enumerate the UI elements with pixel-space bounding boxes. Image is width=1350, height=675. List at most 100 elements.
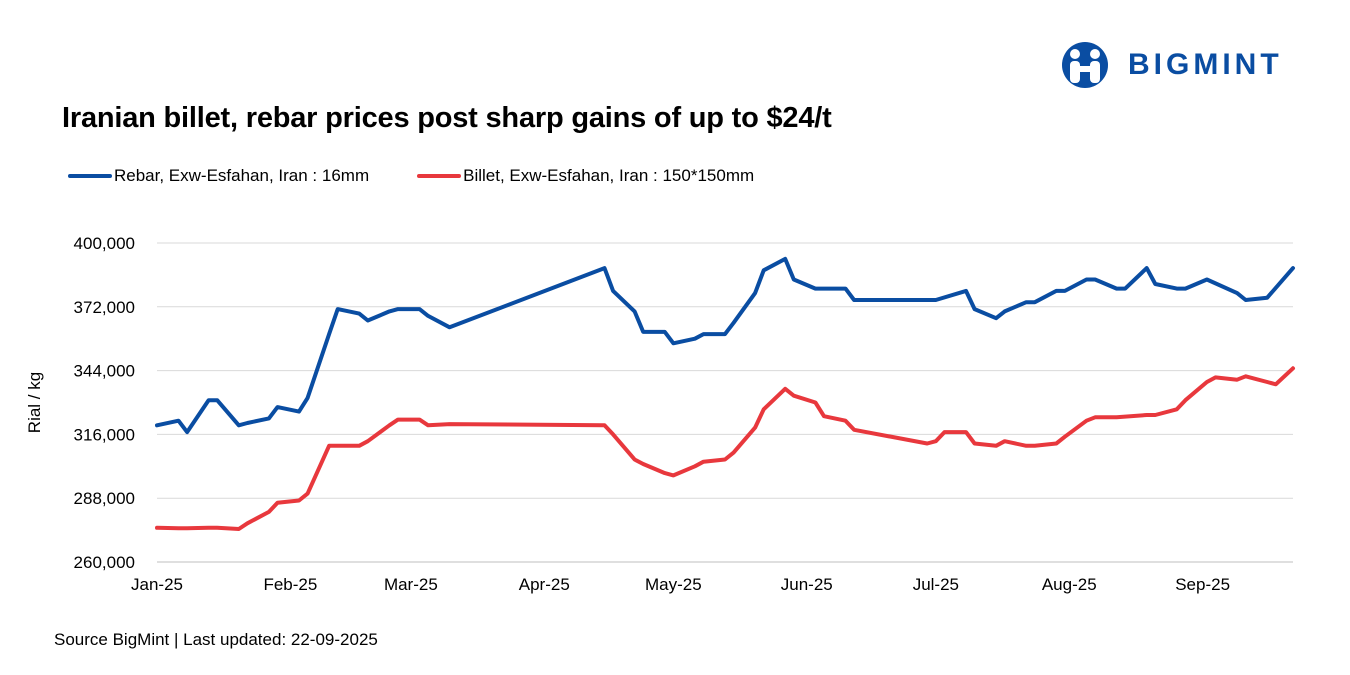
data-point-billet <box>792 394 796 398</box>
legend-swatch-rebar <box>68 174 112 178</box>
data-point-billet <box>1054 441 1058 446</box>
data-point-rebar <box>207 398 211 402</box>
data-point-billet <box>396 418 400 422</box>
data-point-rebar <box>297 410 301 414</box>
data-point-rebar <box>275 405 280 409</box>
data-point-rebar <box>1024 300 1028 304</box>
x-tick-label: Apr-25 <box>519 575 570 594</box>
data-point-billet <box>306 492 310 496</box>
data-point-billet <box>852 428 856 432</box>
data-point-rebar <box>1033 300 1037 304</box>
data-point-billet <box>693 464 697 468</box>
data-point-rebar <box>237 423 241 427</box>
data-point-billet <box>822 414 826 418</box>
data-point-billet <box>1033 444 1037 448</box>
legend-label-rebar: Rebar, Exw-Esfahan, Iran : 16mm <box>114 166 370 185</box>
data-point-billet <box>994 444 998 448</box>
data-point-billet <box>366 439 370 443</box>
data-point-rebar <box>185 430 189 434</box>
data-point-billet <box>207 526 211 530</box>
data-point-rebar <box>732 321 736 325</box>
data-point-rebar <box>852 298 856 302</box>
series-line-billet <box>155 366 1295 531</box>
x-tick-label: Feb-25 <box>263 575 317 594</box>
data-point-rebar <box>1235 291 1239 295</box>
data-point-rebar <box>366 318 370 323</box>
legend-item-rebar: Rebar, Exw-Esfahan, Iran : 16mm <box>68 166 369 186</box>
data-point-rebar <box>387 309 391 313</box>
y-tick-label: 372,000 <box>74 298 135 317</box>
data-point-billet <box>723 457 727 462</box>
data-point-rebar <box>934 298 938 302</box>
data-point-billet <box>1093 415 1097 419</box>
data-point-billet <box>602 423 607 427</box>
x-tick-label: Mar-25 <box>384 575 438 594</box>
data-point-rebar <box>973 307 977 311</box>
data-point-rebar <box>357 312 361 316</box>
data-point-rebar <box>641 330 645 334</box>
data-point-rebar <box>448 325 452 329</box>
data-point-rebar <box>1054 289 1058 293</box>
x-tick-label: Jul-25 <box>913 575 959 594</box>
data-point-rebar <box>1145 266 1149 270</box>
legend-label-billet: Billet, Exw-Esfahan, Iran : 150*150mm <box>463 166 755 185</box>
data-point-billet <box>1183 398 1187 402</box>
y-tick-label: 288,000 <box>74 489 135 508</box>
data-point-billet <box>417 418 422 422</box>
data-point-billet <box>426 423 430 427</box>
brand-name: BIGMINT <box>1128 48 1283 81</box>
data-point-rebar <box>396 307 400 311</box>
y-axis-title: Rial / kg <box>25 372 44 433</box>
data-point-billet <box>1265 380 1269 384</box>
data-point-rebar <box>327 332 331 336</box>
data-point-billet <box>448 422 452 426</box>
data-point-rebar <box>267 416 271 420</box>
data-point-rebar <box>215 398 219 402</box>
x-tick-label: Aug-25 <box>1042 575 1097 594</box>
data-point-billet <box>1175 407 1179 411</box>
data-point-billet <box>934 439 938 443</box>
data-point-billet <box>641 462 645 466</box>
data-point-billet <box>973 441 977 446</box>
y-tick-label: 344,000 <box>74 362 135 381</box>
legend-item-billet: Billet, Exw-Esfahan, Iran : 150*150mm <box>417 166 754 186</box>
data-point-billet <box>942 430 947 434</box>
data-point-rebar <box>1244 298 1248 302</box>
data-point-rebar <box>663 330 667 334</box>
x-tick-label: Jan-25 <box>131 575 183 594</box>
data-point-rebar <box>611 289 615 293</box>
data-point-billet <box>1291 366 1295 370</box>
data-point-rebar <box>426 314 430 318</box>
data-point-billet <box>155 526 159 530</box>
data-point-billet <box>783 387 787 391</box>
data-point-billet <box>964 430 968 434</box>
data-point-rebar <box>1205 277 1209 282</box>
data-point-rebar <box>693 337 697 341</box>
data-point-rebar <box>417 307 422 311</box>
data-point-billet <box>1274 382 1278 386</box>
data-point-billet <box>633 457 637 462</box>
x-tick-label: May-25 <box>645 575 702 594</box>
data-point-billet <box>925 441 929 446</box>
data-point-rebar <box>1175 287 1179 291</box>
data-point-billet <box>1244 374 1248 378</box>
data-point-rebar <box>176 419 181 423</box>
data-point-rebar <box>306 396 310 400</box>
data-point-billet <box>185 526 189 530</box>
data-point-rebar <box>671 341 676 345</box>
data-point-billet <box>245 521 249 525</box>
data-point-billet <box>671 473 676 477</box>
data-point-billet <box>1115 415 1119 419</box>
data-point-rebar <box>813 287 818 291</box>
legend-swatch-billet <box>417 174 462 178</box>
x-tick-label: Jun-25 <box>781 575 833 594</box>
data-point-billet <box>215 526 219 530</box>
data-point-billet <box>1235 378 1239 382</box>
y-tick-label: 400,000 <box>74 234 135 253</box>
data-point-billet <box>753 426 757 430</box>
data-point-billet <box>1153 413 1157 417</box>
data-point-rebar <box>1183 287 1187 291</box>
data-point-rebar <box>762 268 766 272</box>
data-point-billet <box>1024 444 1028 448</box>
